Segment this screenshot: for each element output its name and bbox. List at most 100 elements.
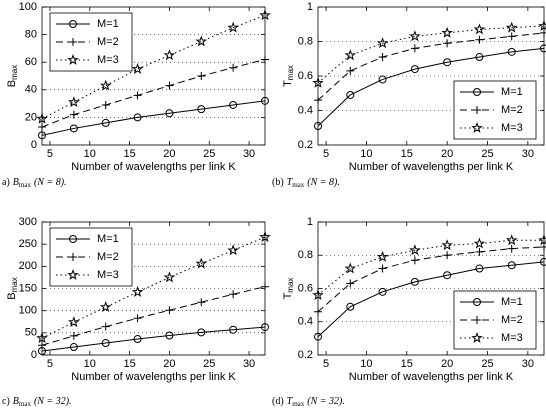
marker-circle [410, 277, 419, 286]
legend-label: M=1 [501, 86, 523, 98]
marker-plus [443, 39, 452, 48]
marker-plus [475, 35, 484, 44]
x-tick-label: 10 [84, 358, 96, 370]
series-line [41, 100, 266, 136]
y-axis-label-sub: max [286, 65, 295, 80]
marker-star [99, 79, 112, 91]
legend-label: M=2 [97, 36, 119, 48]
caption-label: a) [2, 177, 10, 188]
legend-label: M=1 [501, 296, 523, 308]
x-tick-label: 15 [123, 358, 135, 370]
y-tick-label: 0.6 [298, 70, 313, 82]
x-tick-label: 25 [481, 148, 493, 160]
series-line [317, 25, 545, 84]
y-axis-label-sub: max [286, 278, 295, 293]
subplot: 0.20.40.60.815 10 15 20 25 30M=1M=2M=3Number … [272, 216, 546, 408]
x-axis-label: Number of wavelengths per link K [71, 161, 236, 173]
marker-plus [165, 306, 174, 315]
marker-plus [473, 316, 481, 324]
legend: M=1 M=2 M=3 [453, 80, 537, 140]
marker-circle [101, 118, 110, 127]
marker-circle [475, 264, 484, 273]
series-line [41, 58, 266, 128]
legend-box [453, 80, 537, 140]
marker-star [409, 30, 421, 42]
marker-star [344, 262, 357, 274]
y-tick-label: 20 [25, 111, 37, 123]
marker-plus [133, 314, 142, 323]
x-tick-label: 15 [123, 148, 135, 160]
y-tick-label: 0.8 [298, 249, 313, 261]
marker-star [409, 244, 421, 256]
marker-circle [346, 302, 355, 311]
series-line [41, 236, 266, 339]
marker-circle [101, 339, 110, 348]
x-tick-label: 5 [47, 148, 53, 160]
x-tick-label: 25 [203, 358, 215, 370]
x-axis-label: Number of wavelengths per link K [349, 161, 514, 173]
y-tick-label: 100 [19, 305, 37, 317]
series [312, 234, 546, 301]
marker-plus [346, 279, 355, 288]
marker-plus [229, 63, 238, 72]
x-tick-label: 25 [203, 148, 215, 160]
caption-label: (b) [272, 177, 284, 188]
marker-star [163, 271, 176, 283]
marker-star [471, 331, 483, 343]
marker-star [99, 301, 112, 313]
caption-rest: (N = 8). [307, 177, 340, 188]
caption-var: B [13, 177, 19, 188]
y-tick-label: 40 [25, 84, 37, 96]
axes-frame [317, 6, 545, 146]
legend: M=1 M=2 M=3 [49, 12, 133, 72]
y-tick-label: 0 [31, 139, 37, 151]
caption: a) Bmax (N = 8). [2, 177, 67, 188]
legend-label: M=3 [501, 332, 523, 344]
series-line [317, 246, 545, 313]
x-tick-label: 30 [243, 358, 255, 370]
y-tick-label: 1 [307, 216, 313, 228]
marker-star [376, 37, 389, 49]
axes-frame [317, 221, 545, 356]
y-axis-label-var: T [282, 292, 294, 299]
caption-sub: max [19, 400, 32, 408]
marker-circle [473, 88, 481, 96]
legend-box [453, 290, 537, 350]
caption-var: T [287, 177, 294, 188]
x-tick-label: 5 [323, 148, 329, 160]
x-tick-label: 20 [441, 148, 453, 160]
marker-plus [475, 247, 484, 256]
series-line [41, 286, 266, 346]
y-tick-label: 0.4 [298, 104, 313, 116]
x-tick-label: 20 [163, 358, 175, 370]
marker-circle [229, 100, 238, 109]
marker-plus [197, 72, 206, 80]
marker-star [473, 23, 486, 35]
marker-circle [378, 75, 387, 84]
legend-label: M=1 [97, 18, 119, 30]
caption: c) Bmax (N = 32). [2, 396, 72, 407]
marker-plus [378, 53, 387, 62]
y-tick-label: 1 [307, 1, 313, 13]
x-tick-label: 20 [163, 148, 175, 160]
marker-plus [197, 298, 206, 307]
x-tick-label: 5 [323, 358, 329, 370]
caption: (d) Tmax (N = 32). [272, 396, 345, 407]
series-line [317, 32, 545, 101]
axes-frame [41, 221, 266, 356]
x-tick-label: 25 [481, 358, 493, 370]
marker-star [163, 49, 176, 61]
marker-circle [507, 261, 516, 270]
marker-star [227, 244, 239, 256]
legend-label: M=2 [501, 104, 523, 116]
y-tick-label: 0.2 [298, 139, 313, 151]
marker-circle [229, 325, 238, 334]
caption-sub: max [292, 181, 305, 189]
marker-circle [133, 335, 142, 344]
y-axis-label: Bmax [6, 65, 19, 87]
caption-rest: (N = 32). [34, 396, 72, 407]
marker-plus [69, 110, 78, 119]
marker-plus [410, 44, 419, 53]
marker-circle [197, 328, 206, 337]
caption-label: (d) [272, 396, 284, 407]
